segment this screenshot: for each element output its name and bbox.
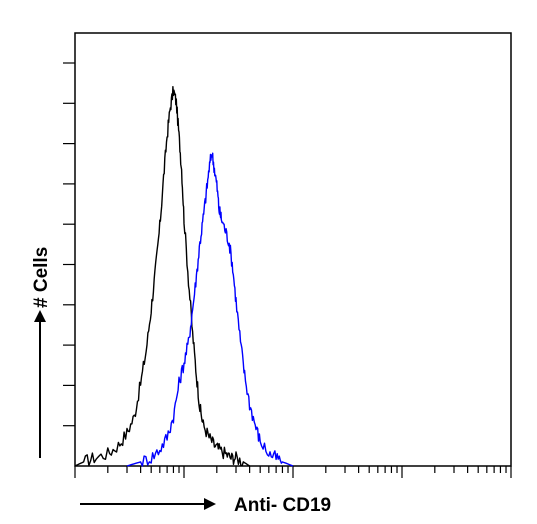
plot-frame (74, 32, 512, 467)
series-layer (74, 85, 294, 467)
x-axis-label: Anti- CD19 (234, 495, 331, 516)
y-axis-label: # Cells (31, 247, 52, 308)
x-axis-arrowhead (204, 498, 216, 510)
x-axis-ticks (74, 466, 512, 478)
y-axis-ticks (63, 62, 75, 427)
y-axis-arrowhead (34, 310, 46, 322)
series-line-1 (74, 85, 251, 467)
series-line-2 (126, 152, 294, 467)
